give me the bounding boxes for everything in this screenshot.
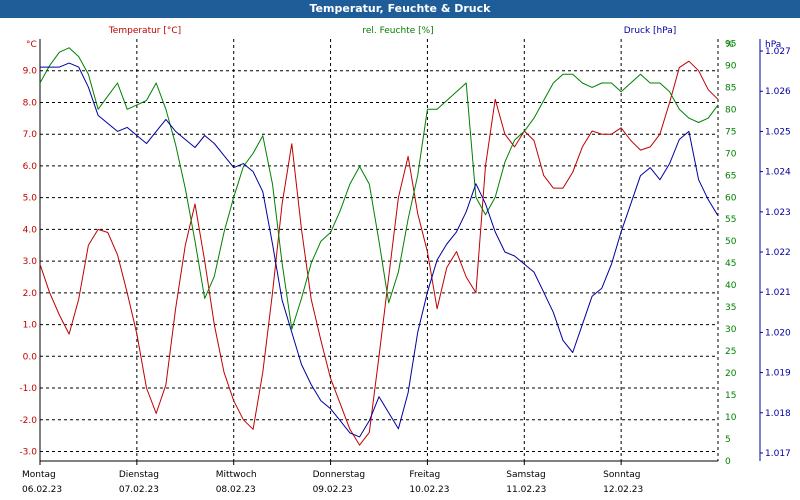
x-tick-day-label: Montag [22,470,56,480]
humidity-tick-label: 50 [725,237,737,247]
humidity-tick-label: 10 [725,413,737,423]
legend-temperature: Temperatur [°C] [108,26,181,36]
humidity-tick-label: 65 [725,171,736,181]
temperature-tick-label: 6.0 [23,162,38,172]
label-layer: 9.0 8.0 7.0 6.0 5.0 4.0 3.0 2.0 1.0 0.0 -1.0 -2.0 -3… [19,26,791,495]
pressure-tick-label: 1.022 [765,248,791,258]
x-tick-date-label: 12.02.23 [603,485,643,495]
humidity-series-line [39,47,719,330]
pressure-series-line [40,62,719,438]
humidity-tick-label: 35 [725,303,736,313]
humidity-tick-label: 30 [725,325,737,335]
x-tick-day-label: Sonntag [603,470,640,480]
humidity-tick-label: 45 [725,259,736,269]
temperature-tick-label: -3.0 [19,447,37,457]
temperature-tick-label: 0.0 [23,352,38,362]
axis-layer [39,39,763,465]
temperature-tick-label: 5.0 [23,194,38,204]
pressure-tick-label: 1.021 [765,288,791,298]
temperature-tick-label: 3.0 [23,257,38,267]
pressure-tick-label: 1.018 [765,409,791,419]
pressure-tick-label: 1.027 [765,47,791,57]
temperature-tick-label: 9.0 [23,67,38,77]
pressure-tick-label: 1.026 [765,87,791,97]
pressure-tick-label: 1.025 [765,127,791,137]
temperature-tick-label: 2.0 [23,289,38,299]
humidity-unit-label: % [725,40,734,50]
humidity-tick-label: 60 [725,193,737,203]
temperature-tick-label: -2.0 [19,416,37,426]
humidity-tick-label: 75 [725,127,736,137]
legend-humidity: rel. Feuchte [%] [362,26,433,36]
temperature-series-line [39,60,719,446]
pressure-tick-label: 1.017 [765,449,791,459]
humidity-tick-label: 70 [725,149,737,159]
temperature-tick-label: 8.0 [23,98,38,108]
humidity-tick-label: 40 [725,281,737,291]
pressure-unit-label: hPa [765,40,781,50]
chart-canvas: 9.0 8.0 7.0 6.0 5.0 4.0 3.0 2.0 1.0 0.0 -1.0 -2.0 -3… [0,18,800,500]
pressure-tick-label: 1.023 [765,208,791,218]
humidity-tick-label: 55 [725,215,736,225]
pressure-tick-label: 1.024 [765,168,791,178]
x-tick-day-label: Freitag [409,470,440,480]
temperature-tick-label: 7.0 [23,130,38,140]
humidity-tick-label: 25 [725,347,736,357]
temperature-unit-label: °C [26,40,37,50]
chart-title: Temperatur, Feuchte & Druck [0,0,800,18]
x-tick-date-label: 09.02.23 [313,485,353,495]
humidity-tick-label: 85 [725,83,736,93]
humidity-tick-label: 80 [725,105,737,115]
pressure-tick-label: 1.020 [765,328,791,338]
x-tick-date-label: 11.02.23 [506,485,546,495]
legend-pressure: Druck [hPa] [624,26,677,36]
humidity-tick-label: 15 [725,391,736,401]
x-tick-day-label: Samstag [506,470,545,480]
humidity-tick-label: 95 [725,39,736,49]
x-tick-date-label: 07.02.23 [119,485,159,495]
x-tick-day-label: Donnerstag [313,470,366,480]
pressure-tick-label: 1.019 [765,369,791,379]
x-tick-day-label: Dienstag [119,470,159,480]
humidity-tick-label: 20 [725,369,737,379]
x-tick-date-label: 08.02.23 [216,485,256,495]
humidity-tick-label: 90 [725,61,737,71]
humidity-tick-label: 5 [725,435,731,445]
x-tick-day-label: Mittwoch [216,470,257,480]
x-tick-date-label: 10.02.23 [409,485,449,495]
series-layer [39,47,719,446]
x-tick-date-label: 06.02.23 [22,485,62,495]
temperature-tick-label: 4.0 [23,225,38,235]
humidity-tick-label: 0 [725,457,731,467]
temperature-tick-label: -1.0 [19,384,37,394]
temperature-tick-label: 1.0 [23,321,38,331]
